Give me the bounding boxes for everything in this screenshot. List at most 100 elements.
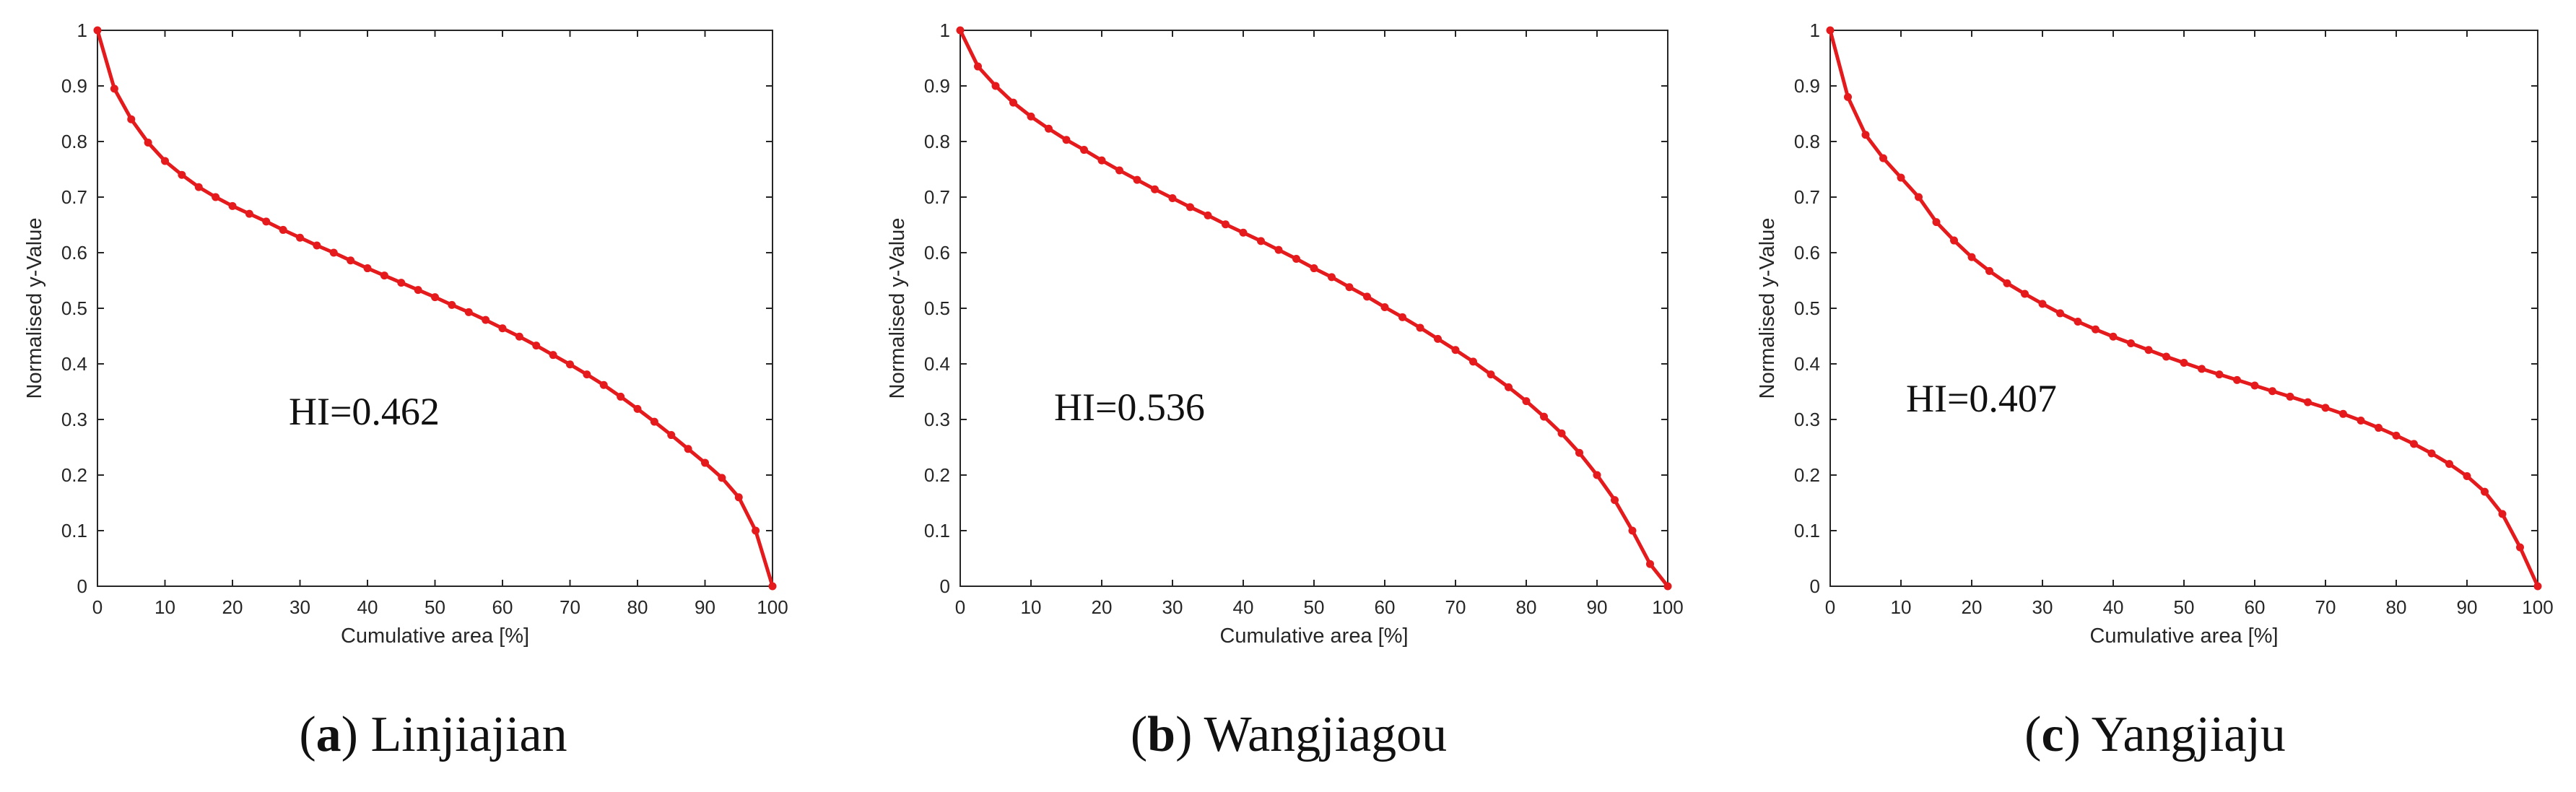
y-tick-label-b-0_3: 0.3 — [924, 409, 950, 430]
data-point-b-5 — [1045, 124, 1053, 133]
data-point-a-20 — [431, 293, 439, 302]
data-point-b-3 — [1009, 98, 1017, 107]
y-tick-label-c-0_3: 0.3 — [1794, 409, 1820, 430]
data-point-a-38 — [734, 493, 743, 502]
data-point-a-39 — [752, 526, 760, 535]
data-point-c-2 — [1861, 131, 1870, 139]
y-tick-label-c-0_4: 0.4 — [1794, 353, 1820, 375]
data-point-c-38 — [2498, 510, 2507, 518]
data-point-a-3 — [144, 139, 152, 147]
data-point-a-6 — [194, 183, 203, 191]
y-tick-label-c-0_7: 0.7 — [1794, 186, 1820, 208]
x-axis-title-b: Cumulative area [%] — [1219, 625, 1408, 648]
data-point-b-27 — [1434, 334, 1442, 343]
x-tick-label-b-50: 50 — [1304, 596, 1325, 618]
data-point-c-12 — [2038, 300, 2047, 308]
y-tick-label-a-0: 0 — [77, 575, 87, 597]
data-point-c-34 — [2427, 449, 2436, 458]
data-point-b-19 — [1292, 254, 1300, 263]
caption-a-letter: a — [316, 707, 341, 762]
data-point-a-34 — [667, 431, 676, 440]
x-tick-label-a-100: 100 — [757, 596, 788, 618]
data-point-b-29 — [1469, 357, 1477, 366]
data-point-c-14 — [2074, 317, 2082, 326]
data-point-c-18 — [2144, 346, 2153, 354]
data-point-a-1 — [110, 84, 118, 93]
data-point-b-17 — [1257, 237, 1265, 245]
y-tick-label-b-0_5: 0.5 — [924, 297, 950, 319]
x-axis-title-c: Cumulative area [%] — [2089, 625, 2278, 648]
data-point-c-24 — [2250, 381, 2259, 390]
x-tick-label-b-90: 90 — [1587, 596, 1608, 618]
data-point-b-15 — [1222, 220, 1230, 229]
data-point-c-30 — [2357, 417, 2365, 425]
y-tick-label-a-1: 1 — [77, 19, 87, 41]
y-tick-label-b-1: 1 — [940, 19, 950, 41]
data-point-b-40 — [1663, 582, 1672, 591]
data-point-c-23 — [2233, 375, 2241, 384]
data-point-c-31 — [2375, 424, 2383, 432]
data-point-a-28 — [566, 360, 574, 369]
y-tick-label-a-0_7: 0.7 — [61, 186, 87, 208]
data-point-b-0 — [956, 26, 965, 35]
data-point-b-31 — [1505, 383, 1513, 391]
data-point-b-21 — [1328, 273, 1336, 282]
x-tick-label-a-20: 20 — [222, 596, 243, 618]
y-tick-label-b-0_8: 0.8 — [924, 131, 950, 152]
x-tick-label-c-30: 30 — [2032, 596, 2053, 618]
x-tick-label-b-10: 10 — [1021, 596, 1042, 618]
data-point-b-4 — [1027, 112, 1035, 121]
data-point-a-33 — [650, 417, 658, 426]
data-point-a-22 — [464, 308, 473, 316]
data-point-a-36 — [701, 458, 709, 467]
data-point-b-8 — [1097, 156, 1106, 165]
data-point-b-34 — [1557, 429, 1566, 438]
y-tick-label-b-0: 0 — [940, 575, 950, 597]
data-point-c-29 — [2339, 409, 2347, 418]
y-tick-label-c-0_6: 0.6 — [1794, 242, 1820, 264]
data-point-b-14 — [1204, 211, 1212, 219]
data-point-c-33 — [2410, 440, 2418, 448]
data-point-c-37 — [2481, 487, 2489, 496]
data-point-b-37 — [1611, 496, 1619, 505]
x-tick-label-b-30: 30 — [1162, 596, 1183, 618]
data-point-c-16 — [2109, 332, 2118, 341]
data-point-a-40 — [768, 582, 777, 591]
y-tick-label-a-0_1: 0.1 — [61, 520, 87, 541]
data-point-b-38 — [1628, 526, 1637, 535]
x-tick-label-a-30: 30 — [290, 596, 310, 618]
data-point-a-16 — [363, 264, 372, 273]
x-axis-title-a: Cumulative area [%] — [341, 625, 529, 648]
y-tick-label-c-0_9: 0.9 — [1794, 75, 1820, 97]
data-point-b-30 — [1487, 370, 1495, 379]
data-point-a-9 — [245, 209, 253, 218]
data-point-b-11 — [1151, 185, 1159, 193]
data-point-c-35 — [2445, 460, 2453, 469]
x-tick-label-c-10: 10 — [1891, 596, 1912, 618]
x-tick-label-a-50: 50 — [425, 596, 445, 618]
data-point-a-35 — [684, 445, 692, 453]
x-tick-label-b-20: 20 — [1092, 596, 1113, 618]
hypsometric-curve-a — [95, 28, 775, 588]
y-tick-label-b-0_6: 0.6 — [924, 242, 950, 264]
data-point-c-3 — [1879, 154, 1887, 162]
plot-frame-c — [1829, 30, 2538, 587]
x-tick-label-c-100: 100 — [2522, 596, 2553, 618]
hi-annotation-c: HI=0.407 — [1906, 377, 2057, 420]
data-point-c-32 — [2392, 431, 2401, 440]
data-point-c-8 — [1967, 253, 1976, 261]
y-tick-label-c-1: 1 — [1810, 19, 1820, 41]
hypsometric-curve-b — [958, 28, 1670, 588]
data-point-c-40 — [2533, 582, 2542, 591]
x-tick-label-c-60: 60 — [2245, 596, 2266, 618]
data-point-a-29 — [583, 370, 591, 379]
y-axis-title-c: Normalised y-Value — [1756, 218, 1779, 399]
data-point-b-35 — [1575, 448, 1583, 457]
data-point-a-5 — [178, 170, 186, 179]
x-tick-label-c-70: 70 — [2315, 596, 2336, 618]
data-point-a-17 — [380, 271, 388, 280]
x-tick-label-a-60: 60 — [492, 596, 513, 618]
data-point-a-27 — [549, 351, 557, 360]
